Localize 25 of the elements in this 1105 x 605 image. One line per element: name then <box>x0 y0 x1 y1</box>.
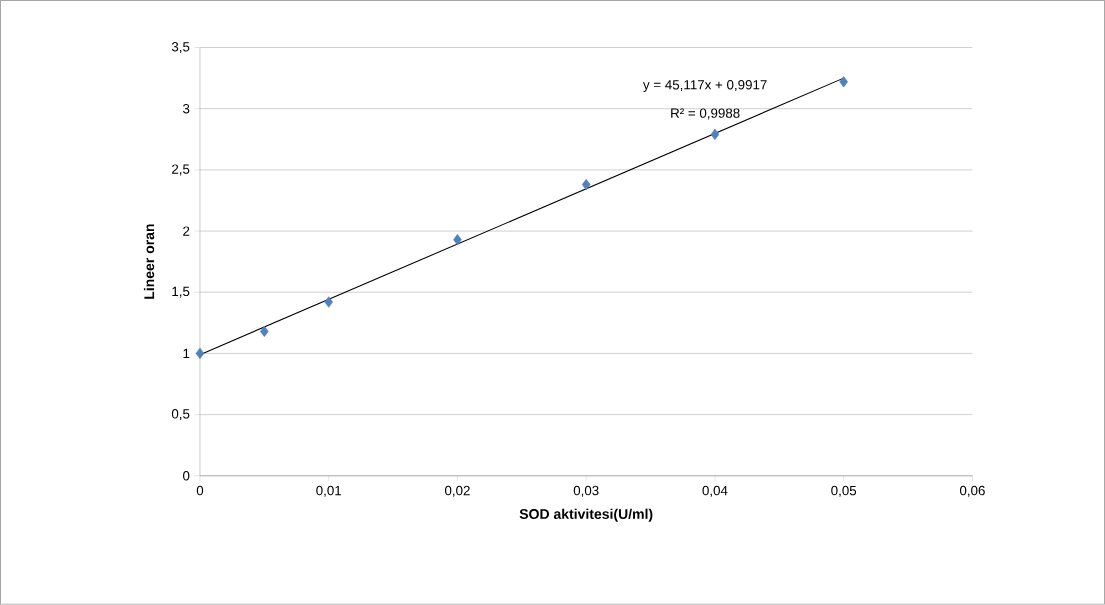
point <box>710 128 720 141</box>
y-tick-label: 0,5 <box>171 409 190 421</box>
y-tick-label: 1,5 <box>172 286 190 298</box>
x-tick-label: 0,04 <box>702 485 728 498</box>
y-tick-label: 2 <box>183 226 190 236</box>
x-tick-label: 0,03 <box>573 485 599 498</box>
y-axis-title: Lineer oran <box>143 224 155 300</box>
x-tick-label: 0 <box>196 485 204 496</box>
y-tick-label: 3 <box>182 104 190 114</box>
y-tick-label: 2,5 <box>172 164 190 176</box>
annotation: y = 45,117x + 0,9917 <box>643 80 767 93</box>
x-axis-title: SOD aktivitesi(U/ml) <box>519 508 653 522</box>
point <box>581 179 591 191</box>
point <box>839 76 848 88</box>
x-tick-label: 0,05 <box>831 485 857 498</box>
x-tick-label: 0,02 <box>444 485 470 498</box>
point <box>324 296 333 308</box>
y-tick-label: 3,5 <box>171 42 190 54</box>
y-tick-label: 1 <box>183 348 190 359</box>
y-tick-label: 0 <box>183 471 190 481</box>
x-tick-label: 0,06 <box>959 485 985 498</box>
point <box>453 234 462 246</box>
annotation: R² = 0,9988 <box>671 108 740 120</box>
x-tick-label: 0,01 <box>316 485 342 498</box>
point <box>195 347 205 360</box>
